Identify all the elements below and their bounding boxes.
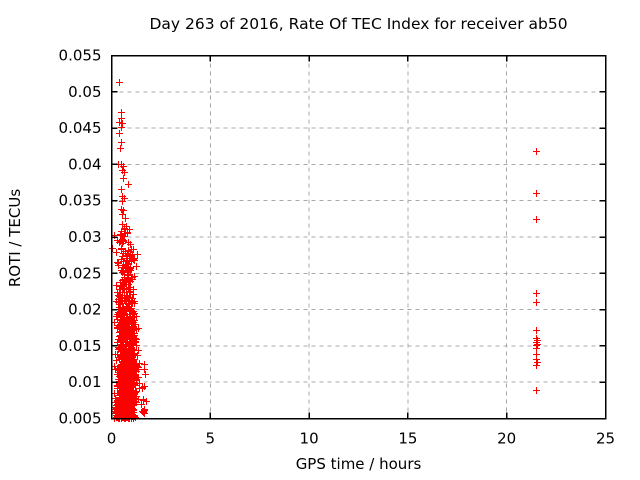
grid-lines <box>111 55 606 419</box>
y-axis-label: ROTI / TECUs <box>6 189 24 287</box>
y-tick-label: 0.005 <box>59 410 102 428</box>
chart-title: Day 263 of 2016, Rate Of TEC Index for r… <box>149 15 567 33</box>
y-tick-label: 0.02 <box>68 301 101 319</box>
tick-labels: 0 5 10 15 20 25 0.005 0.01 0.015 0.02 0.025 0.03 0.0… <box>59 47 616 448</box>
y-tick-label: 0.035 <box>59 192 102 210</box>
y-tick-label: 0.05 <box>68 83 101 101</box>
y-tick-label: 0.015 <box>59 337 102 355</box>
x-tick-label: 20 <box>497 430 516 448</box>
x-axis-label: GPS time / hours <box>296 455 422 473</box>
y-tick-label: 0.03 <box>68 228 101 246</box>
x-tick-label: 0 <box>107 430 117 448</box>
x-tick-label: 10 <box>300 430 319 448</box>
y-tick-label: 0.025 <box>59 264 102 282</box>
plot-frame <box>110 54 607 420</box>
data-points-layer <box>109 79 541 422</box>
x-tick-label: 15 <box>398 430 417 448</box>
scatter-points-roti <box>109 79 541 422</box>
y-tick-label: 0.01 <box>68 373 101 391</box>
y-tick-label: 0.045 <box>59 119 102 137</box>
y-tick-label: 0.055 <box>59 47 102 65</box>
x-tick-label: 5 <box>206 430 216 448</box>
y-tick-label: 0.04 <box>68 155 101 173</box>
x-tick-label: 25 <box>596 430 615 448</box>
